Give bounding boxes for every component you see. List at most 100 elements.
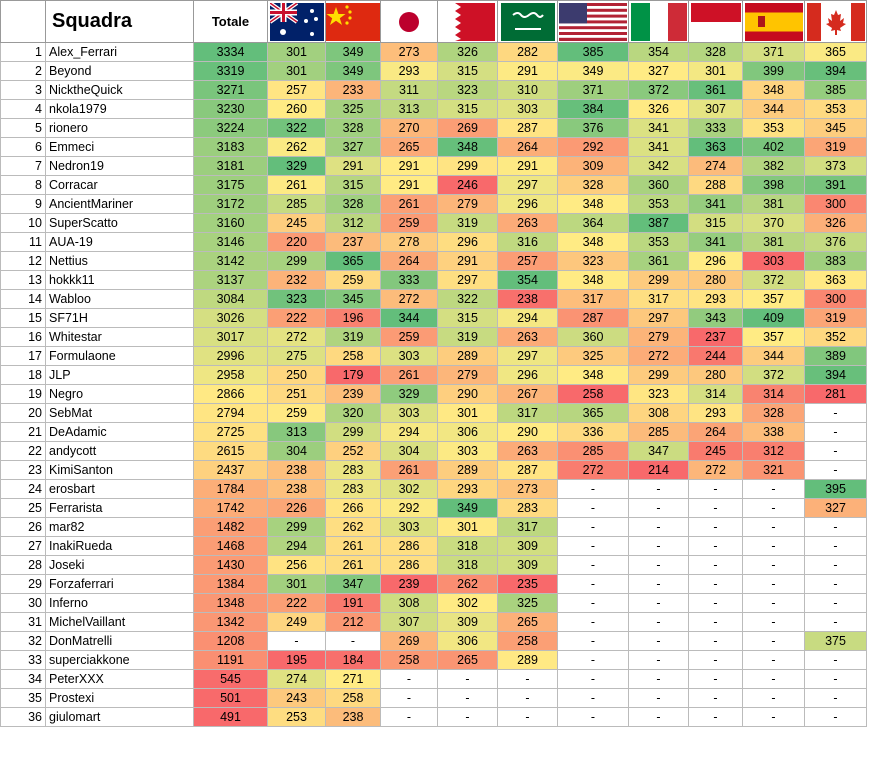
race-score: - — [804, 574, 867, 594]
row: 21 DeAdamic 2725 313 299 294 306 290 336 285 264 33… — [0, 422, 867, 442]
race-score: 327 — [628, 61, 689, 81]
row: 13 hokkk11 3137 232 259 333 297 354 348 299 280 372… — [0, 270, 867, 290]
race-score: 281 — [804, 384, 867, 404]
team-name: Ferrarista — [45, 498, 194, 518]
race-score: 329 — [267, 156, 326, 176]
race-score: 361 — [688, 80, 743, 100]
race-score: 372 — [742, 365, 805, 385]
team-name: Prostexi — [45, 688, 194, 708]
race-score: 233 — [325, 80, 381, 100]
row: 6 Emmeci 3183 262 327 265 348 264 292 341 363 402 31… — [0, 137, 867, 157]
race-score: 301 — [267, 574, 326, 594]
row: 29 Forzaferrari 1384 301 347 239 262 235- - - - - — [0, 574, 867, 594]
race-score: 387 — [628, 213, 689, 233]
race-score: 381 — [742, 194, 805, 214]
row: 11 AUA-19 3146 220 237 278 296 316 348 353 341 381 3… — [0, 232, 867, 252]
team-name: superciakkone — [45, 650, 194, 670]
rank: 14 — [0, 289, 46, 309]
race-score: 325 — [325, 99, 381, 119]
row: 22 andycott 2615 304 252 304 303 263 285 347 245 31… — [0, 441, 867, 461]
race-score: 289 — [497, 650, 558, 670]
flag-usa — [557, 0, 629, 43]
race-score: 262 — [325, 517, 381, 537]
row: 30 Inferno 1348 222 191 308 302 325- - - - - — [0, 593, 867, 613]
race-score: - — [628, 593, 689, 613]
race-score: - — [804, 650, 867, 670]
row: 31 MichelVaillant 1342 249 212 307 309 265- - - - - — [0, 612, 867, 632]
race-score: 326 — [628, 99, 689, 119]
race-score: 301 — [437, 403, 498, 423]
flag-bahrain — [437, 0, 498, 43]
race-score: 285 — [267, 194, 326, 214]
race-score: - — [688, 479, 743, 499]
total: 2996 — [193, 346, 268, 366]
rank: 10 — [0, 213, 46, 233]
race-score: - — [437, 688, 498, 708]
race-score: 352 — [804, 327, 867, 347]
total: 3142 — [193, 251, 268, 271]
race-score: 343 — [688, 308, 743, 328]
race-score: 371 — [557, 80, 629, 100]
race-score: 364 — [557, 213, 629, 233]
race-score: 328 — [742, 403, 805, 423]
total-header: Totale — [193, 0, 268, 43]
race-score: 283 — [325, 460, 381, 480]
team-name: DeAdamic — [45, 422, 194, 442]
race-score: 385 — [804, 80, 867, 100]
row: 33 superciakkone 1191 195 184 258 265 289- - - - - — [0, 650, 867, 670]
race-score: 288 — [688, 175, 743, 195]
race-score: 336 — [557, 422, 629, 442]
race-score: 244 — [688, 346, 743, 366]
total: 1384 — [193, 574, 268, 594]
race-score: - — [628, 479, 689, 499]
row: 24 erosbart 1784 238 283 302 293 273- - - -395 — [0, 479, 867, 499]
race-score: - — [688, 593, 743, 613]
race-score: - — [497, 688, 558, 708]
race-score: 278 — [380, 232, 438, 252]
flag-japan — [380, 0, 438, 43]
rank: 18 — [0, 365, 46, 385]
race-score: 357 — [742, 289, 805, 309]
row: 7 Nedron19 3181 329 291 291 299 291 309 342 274 382… — [0, 156, 867, 176]
race-score: 286 — [380, 555, 438, 575]
rank: 36 — [0, 707, 46, 727]
race-score: 383 — [804, 251, 867, 271]
race-score: 237 — [325, 232, 381, 252]
total: 3230 — [193, 99, 268, 119]
race-score: - — [742, 555, 805, 575]
race-score: 296 — [497, 194, 558, 214]
race-score: 283 — [325, 479, 381, 499]
race-score: 344 — [742, 99, 805, 119]
rank: 25 — [0, 498, 46, 518]
total: 3160 — [193, 213, 268, 233]
race-score: - — [688, 669, 743, 689]
race-score: 303 — [380, 517, 438, 537]
flag-saudi-arabia — [497, 0, 558, 43]
race-score: 264 — [688, 422, 743, 442]
race-score: 287 — [497, 118, 558, 138]
race-score: - — [557, 479, 629, 499]
rank: 23 — [0, 460, 46, 480]
race-score: 279 — [437, 194, 498, 214]
row: 32 DonMatrelli 1208- -269 306 258- - - -375 — [0, 631, 867, 651]
total: 545 — [193, 669, 268, 689]
race-score: 317 — [557, 289, 629, 309]
race-score: 222 — [267, 593, 326, 613]
flag-canada — [804, 0, 867, 43]
race-score: - — [804, 441, 867, 461]
row: 17 Formulaone 2996 275 258 303 289 297 325 272 244… — [0, 346, 867, 366]
team-name: NicktheQuick — [45, 80, 194, 100]
race-score: 360 — [628, 175, 689, 195]
team-name: KimiSanton — [45, 460, 194, 480]
race-score: 348 — [557, 270, 629, 290]
race-score: 338 — [742, 422, 805, 442]
total: 1468 — [193, 536, 268, 556]
race-score: 302 — [437, 593, 498, 613]
race-score: 258 — [325, 346, 381, 366]
race-score: - — [380, 707, 438, 727]
row: 14 Wabloo 3084 323 345 272 322 238 317 317 293 357 3… — [0, 289, 867, 309]
race-score: 354 — [497, 270, 558, 290]
race-score: 293 — [380, 61, 438, 81]
team-name: Formulaone — [45, 346, 194, 366]
row: 27 InakiRueda 1468 294 261 286 318 309- - - - - — [0, 536, 867, 556]
